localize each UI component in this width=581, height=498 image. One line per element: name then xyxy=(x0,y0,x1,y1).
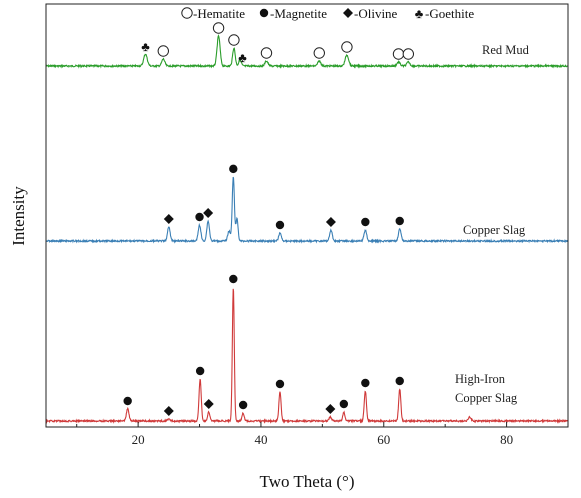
magnetite-marker xyxy=(195,212,204,222)
olivine-marker xyxy=(203,208,214,218)
magnetite-marker xyxy=(275,220,285,230)
hematite-marker xyxy=(313,47,325,59)
hematite-marker xyxy=(228,34,240,46)
legend-entry-text: -Magnetite xyxy=(270,6,327,21)
olivine-marker xyxy=(163,406,174,416)
x-axis: 20 40 60 80 xyxy=(76,422,569,447)
x-tick-label: 20 xyxy=(132,432,145,447)
series-label: Red Mud xyxy=(482,43,530,57)
peak-markers: ♣♣ xyxy=(123,22,415,416)
olivine-marker xyxy=(343,8,353,18)
magnetite-marker xyxy=(275,379,285,389)
magnetite-marker xyxy=(259,8,269,18)
magnetite-marker xyxy=(339,399,349,409)
olivine-marker xyxy=(163,214,174,224)
magnetite-marker xyxy=(395,376,404,386)
magnetite-marker xyxy=(238,400,248,410)
olivine-marker xyxy=(203,399,214,409)
x-tick-label: 40 xyxy=(254,432,267,447)
goethite-marker: ♣ xyxy=(238,50,247,65)
series-label: Copper Slag xyxy=(463,223,526,237)
series-line-3 xyxy=(45,288,569,424)
magnetite-marker xyxy=(123,396,132,406)
hematite-marker xyxy=(260,47,273,59)
x-axis-title: Two Theta (°) xyxy=(260,472,355,491)
hematite-marker xyxy=(341,41,353,53)
olivine-marker xyxy=(325,217,336,227)
x-tick-label: 60 xyxy=(377,432,390,447)
legend-entry-text: -Olivine xyxy=(354,6,398,21)
legend: -Hematite -Magnetite -Olivine ♣ -Goethite xyxy=(181,6,474,21)
series-line-1 xyxy=(45,34,568,69)
magnetite-marker xyxy=(229,164,238,174)
plot-frame xyxy=(45,3,569,428)
goethite-marker: ♣ xyxy=(141,39,150,54)
y-axis-title: Intensity xyxy=(9,186,28,246)
hematite-marker xyxy=(181,7,193,19)
series-label: Copper Slag xyxy=(455,391,518,405)
hematite-marker xyxy=(212,22,225,34)
hematite-marker xyxy=(157,45,169,57)
magnetite-marker xyxy=(361,378,370,388)
magnetite-marker xyxy=(229,274,238,284)
hematite-marker xyxy=(392,48,405,60)
olivine-marker xyxy=(325,404,336,414)
series-line-2 xyxy=(45,176,568,244)
magnetite-marker xyxy=(361,217,370,227)
magnetite-marker xyxy=(395,216,404,226)
legend-entry-text: -Goethite xyxy=(425,6,474,21)
series-label: High-Iron xyxy=(455,372,506,386)
series-labels: Red Mud Copper Slag High-Iron Copper Slag xyxy=(455,43,530,405)
goethite-marker: ♣ xyxy=(415,6,424,21)
hematite-marker xyxy=(402,48,415,60)
plot-series xyxy=(45,34,569,424)
legend-entry-text: -Hematite xyxy=(193,6,245,21)
x-tick-label: 80 xyxy=(500,432,513,447)
magnetite-marker xyxy=(195,366,205,376)
